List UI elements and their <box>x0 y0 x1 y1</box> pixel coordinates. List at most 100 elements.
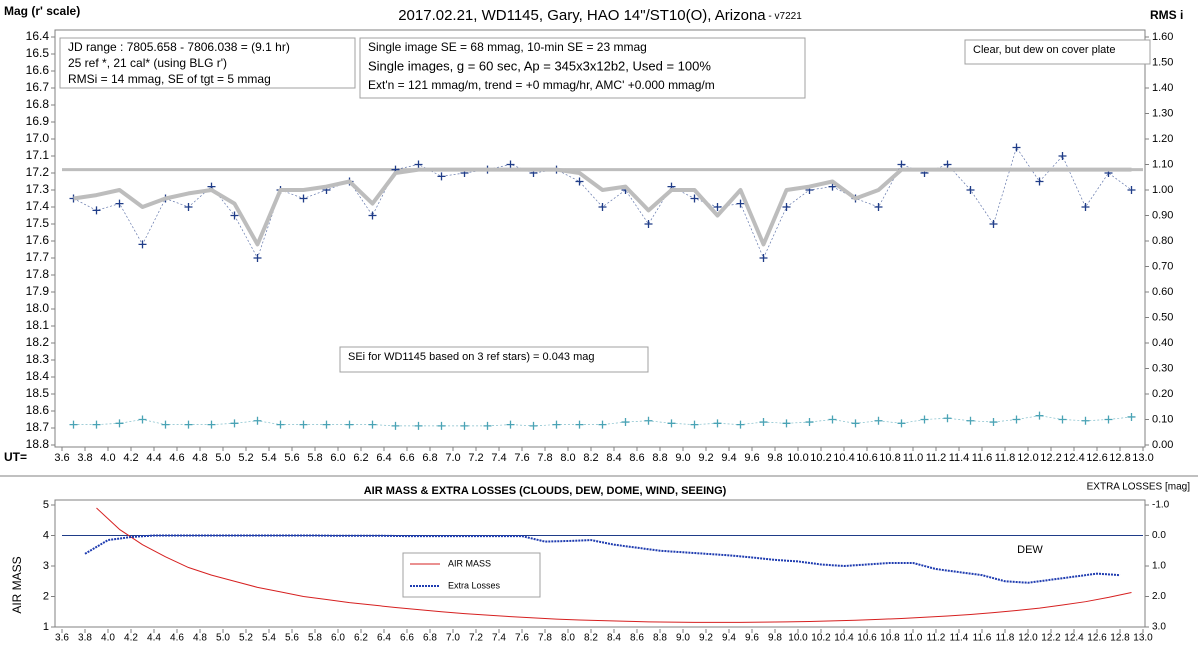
x-tick-label: 5.0 <box>216 633 230 644</box>
data-point <box>736 199 745 208</box>
data-point <box>690 420 699 429</box>
y-tick-label: 17.4 <box>26 199 50 213</box>
x-tick-label: 5.6 <box>285 633 299 644</box>
annotation-box <box>359 37 806 99</box>
x-tick-label: 4.2 <box>123 452 138 464</box>
x-tick-label: 5.6 <box>284 452 299 464</box>
data-point <box>299 420 308 429</box>
x-tick-label: 10.4 <box>834 633 854 644</box>
data-point <box>115 419 124 428</box>
y-tick-label: 16.6 <box>26 63 50 77</box>
data-point <box>759 254 768 262</box>
x-tick-label: 11.8 <box>996 633 1015 644</box>
x-tick-label: 11.4 <box>950 633 969 644</box>
y-tick-label: 17.6 <box>26 233 50 247</box>
data-point <box>621 418 630 427</box>
y-tick-label: 18.1 <box>26 318 50 332</box>
data-point <box>1058 152 1067 160</box>
data-point <box>230 419 239 428</box>
data-point <box>575 420 584 429</box>
x-tick-label: 5.2 <box>238 452 253 464</box>
data-point <box>92 206 101 215</box>
annotation: DEW <box>1017 544 1043 556</box>
annotation-text: RMSi = 14 mmag, SE of tgt = 5 mmag <box>68 72 271 86</box>
annotation-box <box>964 39 1151 65</box>
data-point <box>207 420 216 429</box>
data-point <box>874 203 883 211</box>
x-tick-label: 9.4 <box>722 633 736 644</box>
x-tick-label: 3.6 <box>54 452 69 464</box>
x-tick-label: 8.8 <box>653 633 667 644</box>
data-point <box>368 420 377 429</box>
y2-tick-label: 1.20 <box>1152 133 1173 145</box>
x-tick-label: 3.8 <box>78 633 92 644</box>
y-tick-label: 17.0 <box>26 131 50 145</box>
x-tick-label: 6.0 <box>331 633 345 644</box>
y2-tick-label: 1.60 <box>1152 31 1173 43</box>
x-tick-label: 10.6 <box>856 452 877 464</box>
y2-tick-label: 1.30 <box>1152 107 1173 119</box>
data-point <box>966 416 975 425</box>
data-point <box>828 415 837 424</box>
y-tick-label: 18.5 <box>26 386 50 400</box>
data-point <box>414 160 423 169</box>
data-point <box>345 420 354 429</box>
x-tick-label: 7.2 <box>469 633 483 644</box>
x-tick-label: 12.0 <box>1018 633 1038 644</box>
x-axis-label: UT= <box>4 450 27 464</box>
x-tick-label: 8.4 <box>607 633 621 644</box>
x-tick-label: 11.8 <box>995 452 1016 464</box>
y2-tick-label: 0.40 <box>1152 337 1173 349</box>
y2-tick-label: 0.10 <box>1152 413 1173 425</box>
y-tick-label: 18.3 <box>26 352 50 366</box>
x-tick-label: 11.6 <box>973 633 992 644</box>
y-tick-label: 16.5 <box>26 46 50 60</box>
x-tick-label: 6.4 <box>377 633 391 644</box>
x-tick-label: 12.2 <box>1040 452 1061 464</box>
x-tick-label: 13.0 <box>1133 633 1153 644</box>
x-tick-label: 4.0 <box>101 633 115 644</box>
annotation-text: Clear, but dew on cover plate <box>973 44 1115 56</box>
data-point <box>391 421 400 430</box>
y-axis-label: Mag (r' scale) <box>4 4 80 18</box>
data-point <box>713 419 722 428</box>
y-tick-label: 16.9 <box>26 114 50 128</box>
x-tick-label: 3.8 <box>77 452 92 464</box>
data-point <box>690 194 699 203</box>
y2-tick-label: 1.50 <box>1152 56 1173 68</box>
x-tick-label: 4.6 <box>170 633 184 644</box>
x-tick-label: 9.2 <box>698 452 713 464</box>
data-point <box>575 177 584 186</box>
data-point <box>92 420 101 429</box>
y2-tick-label: 0.70 <box>1152 260 1173 272</box>
x-tick-label: 7.0 <box>445 452 460 464</box>
y-tick-label: 17.1 <box>26 148 50 162</box>
data-point <box>1127 186 1136 194</box>
y-tick-label: 18.2 <box>26 335 50 349</box>
legend-label: AIR MASS <box>448 558 491 568</box>
x-tick-label: 8.2 <box>583 452 598 464</box>
y-tick-label: 17.8 <box>26 267 50 281</box>
y-tick-label: 2 <box>43 590 49 602</box>
data-point <box>276 420 285 429</box>
data-line <box>96 507 1132 623</box>
x-tick-label: 7.2 <box>468 452 483 464</box>
y-tick-label: 18.4 <box>26 369 50 383</box>
x-tick-label: 10.6 <box>857 633 877 644</box>
x-tick-label: 9.2 <box>699 633 713 644</box>
data-point <box>184 420 193 429</box>
bottom-title: AIR MASS & EXTRA LOSSES (CLOUDS, DEW, DO… <box>364 485 727 497</box>
x-tick-label: 4.4 <box>147 633 161 644</box>
y-tick-label: 16.8 <box>26 97 50 111</box>
data-point <box>506 420 515 429</box>
annotation-text: SEi for WD1145 based on 3 ref stars) = 0… <box>348 351 595 363</box>
x-tick-label: 5.0 <box>215 452 230 464</box>
x-tick-label: 7.4 <box>492 633 506 644</box>
data-point <box>782 203 791 211</box>
x-tick-label: 6.2 <box>353 452 368 464</box>
data-point <box>230 211 239 220</box>
y2-tick-label: -1.0 <box>1152 500 1170 511</box>
x-tick-label: 9.6 <box>745 633 759 644</box>
